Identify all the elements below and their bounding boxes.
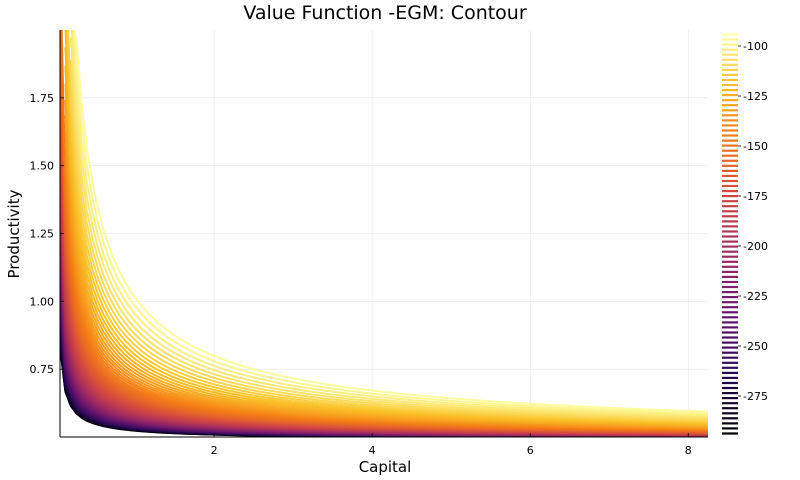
contour-line bbox=[66, 30, 708, 424]
colorbar-tick-label: -200 bbox=[743, 240, 768, 253]
y-tick-label: 0.75 bbox=[30, 363, 55, 376]
contour-line bbox=[73, 30, 708, 415]
colorbar: -100 -125 -150 -175 -200 -225 -250 -275 bbox=[722, 33, 768, 435]
y-tick-label: 1.75 bbox=[30, 92, 55, 105]
x-tick-label: 4 bbox=[369, 444, 376, 457]
x-axis-title: Capital bbox=[359, 458, 412, 476]
y-ticks: 0.75 1.00 1.25 1.50 1.75 bbox=[30, 92, 64, 376]
colorbar-tick-label: -225 bbox=[743, 290, 768, 303]
contour-line bbox=[69, 59, 708, 420]
colorbar-tick-label: -100 bbox=[743, 40, 768, 53]
plot-area: 2 4 6 8 0.75 1.00 1.25 1.50 1.75 bbox=[30, 30, 708, 457]
contour-line bbox=[65, 30, 708, 425]
contour-line bbox=[70, 30, 708, 418]
y-tick-label: 1.00 bbox=[30, 295, 55, 308]
colorbar-tick-label: -150 bbox=[743, 140, 768, 153]
y-tick-label: 1.25 bbox=[30, 228, 55, 241]
x-ticks: 2 4 6 8 bbox=[211, 433, 692, 457]
x-tick-label: 8 bbox=[685, 444, 692, 457]
contour-line bbox=[69, 80, 708, 422]
colorbar-bands bbox=[722, 33, 738, 435]
chart-title: Value Function -EGM: Contour bbox=[243, 2, 527, 24]
colorbar-tick-label: -250 bbox=[743, 340, 768, 353]
y-axis-title: Productivity bbox=[5, 189, 23, 278]
colorbar-tick-label: -175 bbox=[743, 190, 768, 203]
contour-line bbox=[72, 30, 708, 416]
x-tick-label: 2 bbox=[211, 444, 218, 457]
y-tick-label: 1.50 bbox=[30, 160, 55, 173]
grid-lines bbox=[60, 30, 708, 437]
x-tick-label: 6 bbox=[527, 444, 534, 457]
colorbar-tick-label: -125 bbox=[743, 90, 768, 103]
colorbar-ticks: -100 -125 -150 -175 -200 -225 -250 -275 bbox=[738, 40, 768, 403]
colorbar-tick-label: -275 bbox=[743, 390, 768, 403]
contour-line bbox=[75, 35, 708, 413]
contour-line bbox=[69, 37, 708, 419]
contour-line bbox=[67, 30, 708, 423]
